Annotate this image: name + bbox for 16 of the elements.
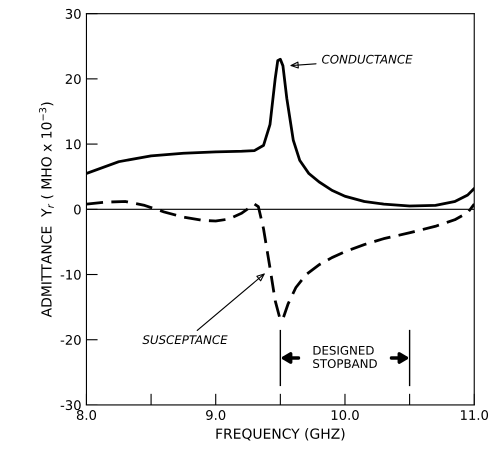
y-tick-label: -20 [60,334,81,345]
y-tick-label: -10 [60,270,81,280]
y-tick-label: -30 [60,400,81,410]
x-tick-label: 8.0 [76,410,96,420]
x-tick-label: 9.0 [206,410,226,420]
annotation: CONDUCTANCE [322,54,413,64]
y-tick-label: 20 [66,74,81,84]
y-axis-title: ADMITTANCE Y$_{r}$ ( MHO x 10$^{−3}$) [38,102,54,318]
y-tick-label: 0 [74,204,81,214]
x-tick-label: 10.0 [332,410,359,420]
annotation: SUSCEPTANCE [142,335,228,344]
x-tick-label: 11.0 [461,410,488,420]
y-tick-label: 30 [66,8,81,19]
y-tick-label: 10 [66,139,81,150]
annotation: DESIGNED STOPBAND [313,346,377,368]
x-axis-title: FREQUENCY (GHZ) [216,428,344,441]
